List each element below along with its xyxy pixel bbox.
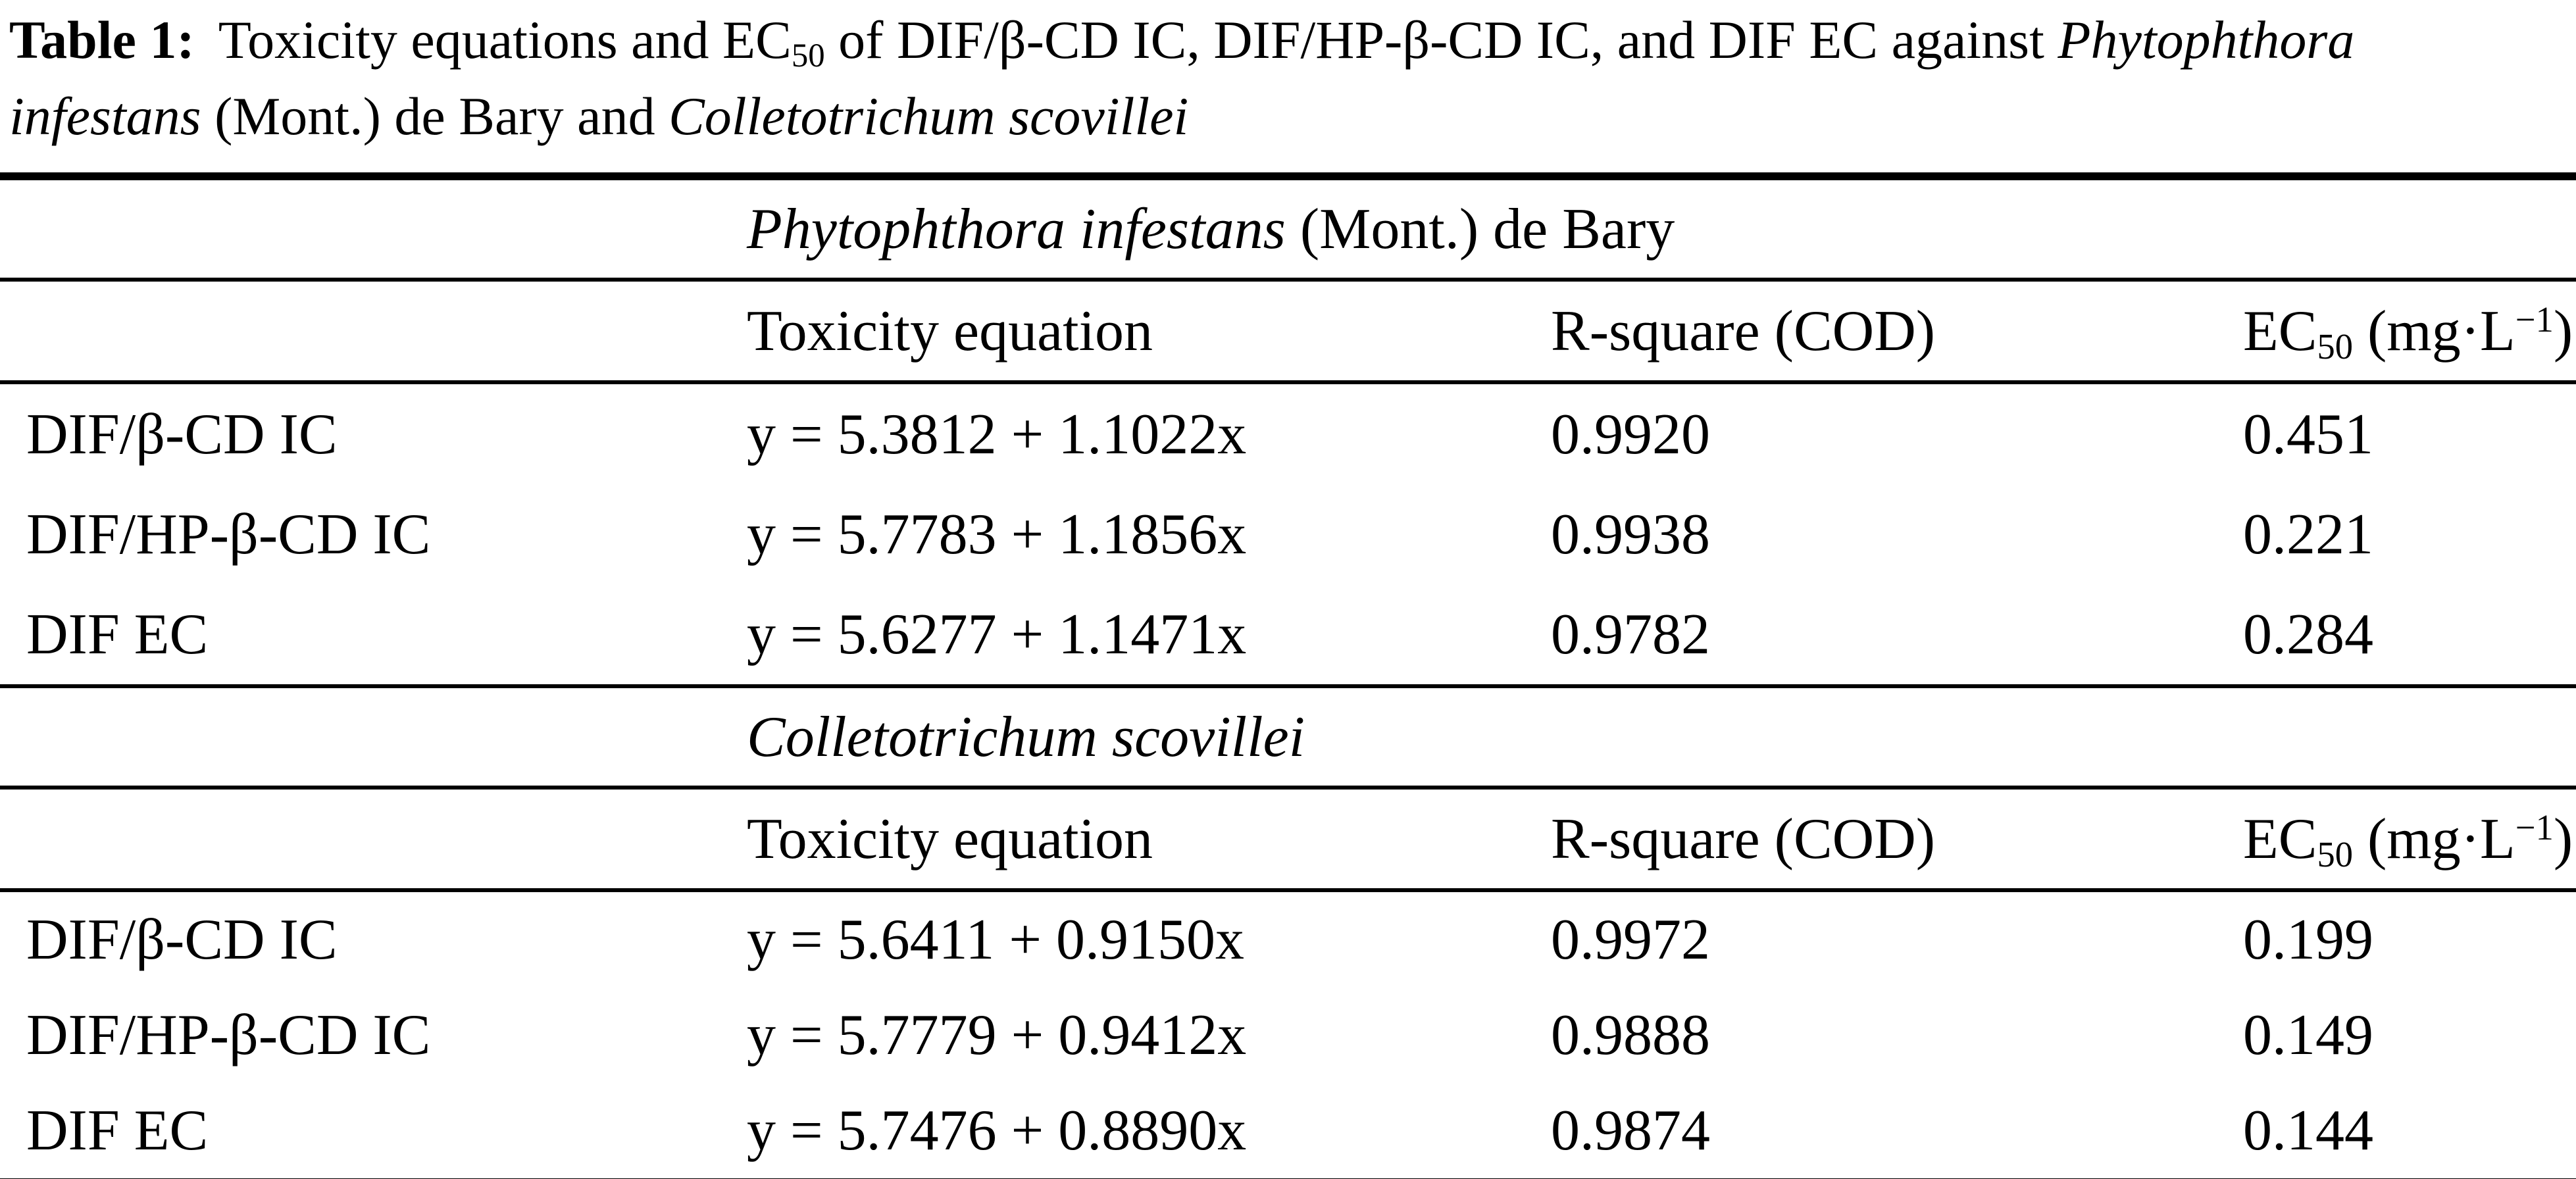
group-header-species-name: Phytophthora infestans xyxy=(747,197,1286,261)
group-header-species-name: Colletotrichum scovillei xyxy=(747,705,1305,769)
table-row: DIF/β-CD IC y = 5.3812 + 1.1022x 0.9920 … xyxy=(0,384,2576,484)
toxicity-equation-cell: y = 5.7783 + 1.1856x xyxy=(747,502,1247,566)
toxicity-equation-cell: y = 5.6411 + 0.9150x xyxy=(747,908,1244,972)
ec50-subscript: 50 xyxy=(2317,834,2353,875)
ec50-prefix: EC xyxy=(2243,807,2317,871)
column-header-toxicity-equation: Toxicity equation xyxy=(747,299,1153,363)
column-header-toxicity-equation: Toxicity equation xyxy=(747,807,1153,871)
caption-species-phytophthora: Phytophthora xyxy=(2058,10,2355,70)
r-square-cell: 0.9782 xyxy=(1551,602,1710,666)
column-header-ec50: EC50 (mg·L−1) xyxy=(2243,298,2576,367)
rule-below-column-header-2 xyxy=(0,888,2576,892)
rule-below-column-header-1 xyxy=(0,380,2576,384)
column-header-row-2: Toxicity equation R-square (COD) EC50 (m… xyxy=(0,790,2576,888)
caption-text-b: of DIF/β-CD IC, DIF/HP-β-CD IC, and DIF … xyxy=(824,10,2058,70)
ec50-exponent: −1 xyxy=(2515,299,2554,340)
r-square-cell: 0.9920 xyxy=(1551,402,1710,466)
ec50-prefix: EC xyxy=(2243,299,2317,363)
toxicity-equation-cell: y = 5.3812 + 1.1022x xyxy=(747,402,1247,466)
toxicity-table: Phytophthora infestans (Mont.) de Bary T… xyxy=(0,172,2576,1179)
group-header-row-phytophthora: Phytophthora infestans (Mont.) de Bary xyxy=(0,180,2576,278)
r-square-cell: 0.9874 xyxy=(1551,1099,1710,1163)
ec50-cell: 0.199 xyxy=(2243,908,2373,972)
row-label: DIF EC xyxy=(26,602,209,666)
ec50-cell: 0.144 xyxy=(2243,1099,2373,1163)
group-header-row-colletotrichum: Colletotrichum scovillei xyxy=(0,688,2576,786)
ec50-close-paren: ) xyxy=(2553,299,2573,363)
r-square-cell: 0.9888 xyxy=(1551,1003,1710,1067)
column-header-row-1: Toxicity equation R-square (COD) EC50 (m… xyxy=(0,282,2576,380)
row-label: DIF/β-CD IC xyxy=(26,908,338,972)
caption-line-2: infestans (Mont.) de Bary and Colletotri… xyxy=(9,82,2567,151)
row-label: DIF/HP-β-CD IC xyxy=(26,502,431,566)
caption-line-1: Table 1: Toxicity equations and EC50 of D… xyxy=(9,5,2567,82)
ec50-subscript: 50 xyxy=(2317,326,2353,367)
table-row: DIF/HP-β-CD IC y = 5.7783 + 1.1856x 0.99… xyxy=(0,484,2576,584)
table-row: DIF/HP-β-CD IC y = 5.7779 + 0.9412x 0.98… xyxy=(0,988,2576,1083)
column-header-ec50: EC50 (mg·L−1) xyxy=(2243,806,2576,875)
ec50-exponent: −1 xyxy=(2515,807,2554,848)
ec50-cell: 0.284 xyxy=(2243,602,2373,666)
toxicity-equation-cell: y = 5.7779 + 0.9412x xyxy=(747,1003,1247,1067)
ec50-cell: 0.451 xyxy=(2243,402,2373,466)
ec50-cell: 0.149 xyxy=(2243,1003,2373,1067)
row-label: DIF/HP-β-CD IC xyxy=(26,1003,431,1067)
group-header-authority: (Mont.) de Bary xyxy=(1285,197,1675,261)
r-square-cell: 0.9972 xyxy=(1551,908,1710,972)
table-row: DIF/β-CD IC y = 5.6411 + 0.9150x 0.9972 … xyxy=(0,892,2576,988)
rule-below-section-1 xyxy=(0,684,2576,688)
row-label: DIF EC xyxy=(26,1099,209,1163)
group-header-phytophthora: Phytophthora infestans (Mont.) de Bary xyxy=(747,196,2576,263)
caption-ec50-subscript: 50 xyxy=(791,36,825,74)
row-label: DIF/β-CD IC xyxy=(26,402,338,466)
column-header-r-square: R-square (COD) xyxy=(1551,807,1936,871)
caption-text-a: Toxicity equations and EC xyxy=(218,10,792,70)
rule-below-group-header-1 xyxy=(0,278,2576,282)
table-caption: Table 1: Toxicity equations and EC50 of D… xyxy=(0,0,2576,151)
column-header-r-square: R-square (COD) xyxy=(1551,299,1936,363)
table-row: DIF EC y = 5.7476 + 0.8890x 0.9874 0.144 xyxy=(0,1083,2576,1178)
ec50-close-paren: ) xyxy=(2553,807,2573,871)
toxicity-equation-cell: y = 5.6277 + 1.1471x xyxy=(747,602,1247,666)
r-square-cell: 0.9938 xyxy=(1551,502,1710,566)
ec50-cell: 0.221 xyxy=(2243,502,2373,566)
caption-species-infestans: infestans xyxy=(9,86,201,146)
ec50-unit: (mg·L xyxy=(2353,807,2515,871)
toxicity-equation-cell: y = 5.7476 + 0.8890x xyxy=(747,1099,1247,1163)
table-top-rule xyxy=(0,172,2576,180)
group-header-colletotrichum: Colletotrichum scovillei xyxy=(747,704,2576,770)
rule-below-group-header-2 xyxy=(0,786,2576,790)
caption-authority-text: (Mont.) de Bary and xyxy=(201,86,669,146)
table-row: DIF EC y = 5.6277 + 1.1471x 0.9782 0.284 xyxy=(0,584,2576,684)
caption-table-label: Table 1: xyxy=(9,10,195,70)
caption-species-colletotrichum: Colletotrichum scovillei xyxy=(669,86,1189,146)
ec50-unit: (mg·L xyxy=(2353,299,2515,363)
